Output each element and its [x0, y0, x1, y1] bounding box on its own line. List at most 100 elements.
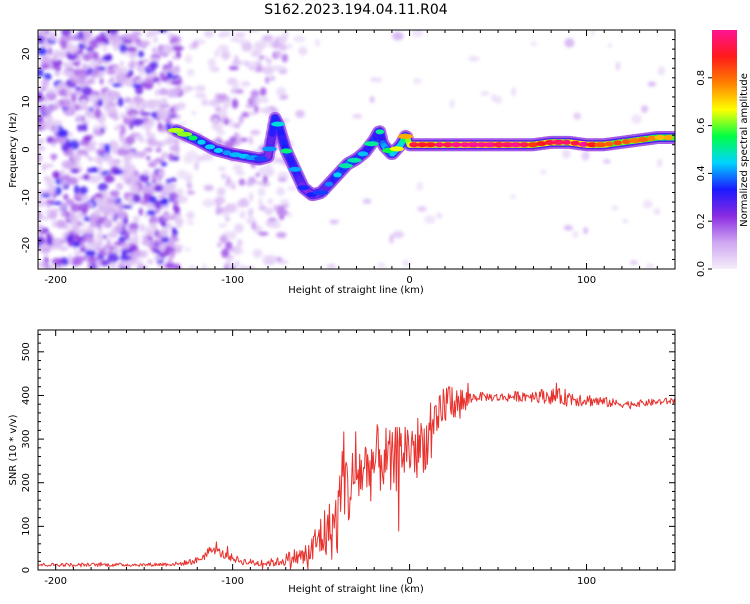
spectrogram-noise-blob	[45, 209, 50, 215]
spectrogram-noise-blob	[117, 97, 123, 107]
spectrogram-noise-blob	[77, 212, 85, 219]
spectrogram-noise-blob	[138, 104, 148, 108]
spectrogram-noise-blob	[132, 113, 137, 118]
spectrogram-noise-blob	[176, 221, 183, 229]
spectrogram-noise-blob	[176, 188, 184, 196]
spectrogram-noise-blob	[253, 249, 263, 258]
spectrogram-noise-blob	[159, 244, 164, 252]
spectrogram-noise-blob	[152, 77, 159, 83]
spectrogram-ridge-peak	[280, 149, 292, 154]
spectrogram-noise-blob	[564, 225, 573, 230]
spectrogram-ridge-peak	[339, 163, 353, 168]
spectrogram-noise-blob	[236, 134, 241, 143]
spectrogram-noise-blob	[239, 211, 246, 219]
spectrogram-noise-blob	[234, 32, 246, 36]
colorbar-ticks: 0.00.20.40.60.8	[696, 70, 712, 277]
snr-x-label: Height of straight line (km)	[288, 584, 424, 595]
spectrogram-ridge-peak	[358, 151, 369, 156]
spectrogram-noise-blob	[412, 28, 423, 38]
spectrogram-ridge-peak	[271, 122, 285, 127]
spectrogram-noise-blob	[214, 50, 220, 58]
spectrogram-noise-blob	[237, 239, 243, 247]
spectrogram-noise-blob	[260, 87, 267, 96]
spectrogram-noise-blob	[121, 125, 126, 135]
spectrogram-ridge-peak	[654, 135, 665, 140]
colorbar-tick-label: 0.2	[696, 213, 707, 229]
spectrogram-noise-blob	[643, 200, 653, 209]
spectrogram-noise-blob	[104, 248, 110, 253]
spectrogram-noise-blob	[112, 83, 122, 87]
spectrogram-noise-blob	[370, 96, 375, 103]
spectrogram-ridge-peak	[177, 132, 192, 137]
spectrogram-noise-blob	[148, 141, 158, 147]
spectrogram-noise-blob	[133, 250, 144, 256]
spectrogram-noise-blob	[68, 132, 73, 137]
spectrogram-noise-blob	[113, 45, 119, 51]
spectrogram-noise-blob	[89, 175, 100, 183]
spectrogram-noise-blob	[392, 32, 403, 41]
spectrogram-noise-blob	[226, 176, 230, 186]
spectrogram-noise-blob	[97, 43, 106, 47]
spectrogram-noise-blob	[244, 266, 256, 271]
spectrogram-noise-blob	[116, 183, 123, 191]
spectrogram-noise-blob	[112, 35, 122, 45]
spectrogram-noise-blob	[269, 76, 275, 81]
spectrogram-noise-blob	[208, 100, 219, 107]
spectrogram-noise-blob	[94, 130, 103, 136]
spectrogram-noise-blob	[110, 77, 115, 82]
spectrogram-noise-blob	[132, 194, 141, 203]
spectrogram-noise-blob	[35, 262, 41, 268]
spectrogram-noise-blob	[329, 219, 339, 224]
spectrogram-noise-blob	[172, 55, 178, 60]
spectrogram-x-label: Height of straight line (km)	[288, 285, 424, 296]
spectrogram-noise-blob	[220, 235, 228, 243]
spectrogram-noise-blob	[248, 111, 257, 115]
spectrogram-noise-blob	[253, 96, 258, 104]
spectrogram-noise-blob	[68, 254, 72, 263]
spectrogram-noise-blob	[89, 94, 98, 103]
spectrogram-noise-blob	[203, 199, 215, 208]
spectrogram-noise-blob	[126, 115, 132, 119]
spectrogram-noise-blob	[133, 215, 139, 223]
spectrogram-noise-blob	[177, 169, 188, 179]
spectrogram-noise-blob	[113, 169, 123, 174]
spectrogram-noise-blob	[141, 124, 152, 129]
spectrogram-noise-blob	[124, 177, 134, 185]
spectrogram-noise-blob	[657, 159, 662, 168]
spectrogram-noise-blob	[152, 47, 157, 54]
spectrogram-noise-blob	[48, 47, 52, 55]
spectrogram-noise-blob	[63, 110, 75, 116]
spectrogram-noise-blob	[278, 258, 282, 262]
spectrogram-noise-blob	[110, 191, 119, 197]
spectrogram-noise-blob	[81, 197, 87, 202]
spectrogram-noise-blob	[201, 98, 208, 106]
spectrogram-ridge-peak	[398, 134, 413, 139]
spectrogram-noise-blob	[110, 262, 117, 270]
spectrogram-noise-blob	[92, 51, 97, 60]
spectrogram-noise-blob	[106, 239, 111, 249]
spectrogram-y-tick-label: 10	[21, 95, 32, 108]
spectrogram-noise-blob	[177, 196, 188, 204]
spectrogram-noise-blob	[436, 213, 441, 219]
spectrogram-noise-blob	[352, 114, 362, 119]
spectrogram-noise-blob	[39, 244, 49, 248]
spectrogram-noise-blob	[223, 99, 230, 109]
spectrogram-noise-blob	[264, 106, 271, 115]
spectrogram-noise-blob	[259, 55, 264, 59]
spectrogram-noise-blob	[102, 55, 112, 62]
spectrogram-noise-blob	[122, 40, 133, 44]
spectrogram-noise-blob	[229, 66, 239, 71]
spectrogram-noise-blob	[258, 187, 266, 196]
spectrogram-ridge-peak	[333, 172, 341, 177]
spectrogram-noise-blob	[152, 221, 156, 229]
spectrogram-noise-blob	[88, 157, 93, 161]
spectrogram-noise-blob	[141, 239, 150, 246]
figure-title: S162.2023.194.04.11.R04	[264, 2, 447, 18]
spectrogram-noise-blob	[234, 223, 244, 232]
spectrogram-noise-blob	[42, 56, 51, 64]
spectrogram-noise-blob	[98, 183, 108, 192]
spectrogram-noise-blob	[232, 99, 239, 109]
snr-y-tick-label: 200	[21, 473, 32, 492]
colorbar-tick-label: 0.8	[696, 70, 707, 86]
spectrogram-noise-blob	[374, 77, 383, 82]
